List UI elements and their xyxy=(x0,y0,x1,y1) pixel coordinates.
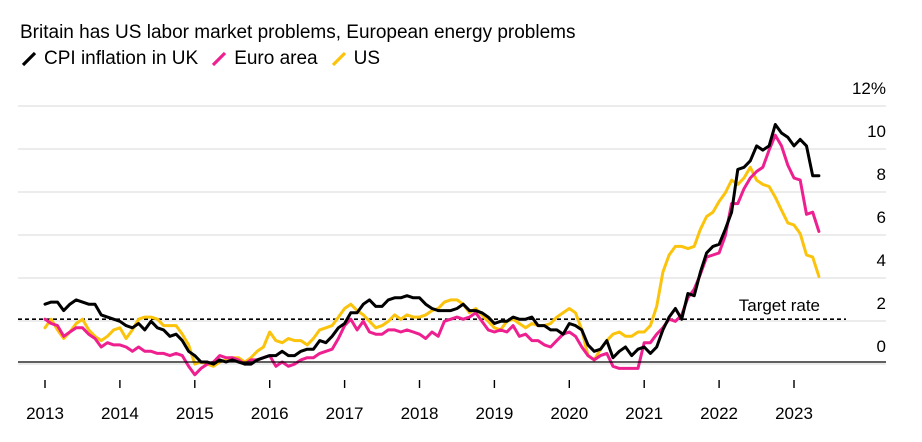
x-tick-label: 2021 xyxy=(625,404,663,423)
target-rate-label: Target rate xyxy=(739,296,820,315)
legend-swatch-uk xyxy=(21,51,37,67)
y-tick-label: 4 xyxy=(877,251,886,270)
legend-item-us: US xyxy=(330,48,380,70)
x-axis: 2013 2014 2015 2016 2017 2018 2019 2020 2021 2022… xyxy=(18,361,886,423)
target-rate: Target rate xyxy=(18,296,846,321)
legend-item-euro-area: Euro area xyxy=(210,48,318,70)
y-tick-label: 6 xyxy=(877,208,886,227)
x-tick-label: 2016 xyxy=(251,404,289,423)
legend-label-euro-area: Euro area xyxy=(234,48,318,69)
series-line-euro-area xyxy=(43,133,821,377)
series-lines xyxy=(43,123,821,377)
x-tick-label: 2014 xyxy=(101,404,139,423)
x-tick-label: 2023 xyxy=(775,404,813,423)
y-tick-label: 2 xyxy=(877,294,886,313)
x-tick-label: 2015 xyxy=(176,404,214,423)
y-tick-label: 10 xyxy=(867,122,886,141)
series-line-uk xyxy=(43,123,821,366)
x-tick-label: 2017 xyxy=(326,404,364,423)
legend-swatch-euro-area xyxy=(212,51,227,67)
legend-item-uk: CPI inflation in UK xyxy=(20,48,198,70)
x-tick-label: 2020 xyxy=(550,404,588,423)
x-tick-label: 2018 xyxy=(401,404,439,423)
chart-title: Britain has US labor market problems, Eu… xyxy=(20,22,576,43)
y-tick-label: 12% xyxy=(852,79,886,98)
y-tick-label: 0 xyxy=(877,337,886,356)
x-tick-label: 2022 xyxy=(700,404,738,423)
legend-label-us: US xyxy=(353,48,381,69)
legend: CPI inflation in UK Euro area US xyxy=(20,48,392,70)
x-tick-label: 2013 xyxy=(26,404,64,423)
legend-label-uk: CPI inflation in UK xyxy=(44,48,199,69)
x-tick-label: 2019 xyxy=(475,404,513,423)
legend-swatch-us xyxy=(331,51,346,67)
series-line-us xyxy=(43,165,821,368)
y-tick-label: 8 xyxy=(877,165,886,184)
y-axis-tick-labels: 12% 10 8 6 4 2 0 xyxy=(852,79,886,356)
